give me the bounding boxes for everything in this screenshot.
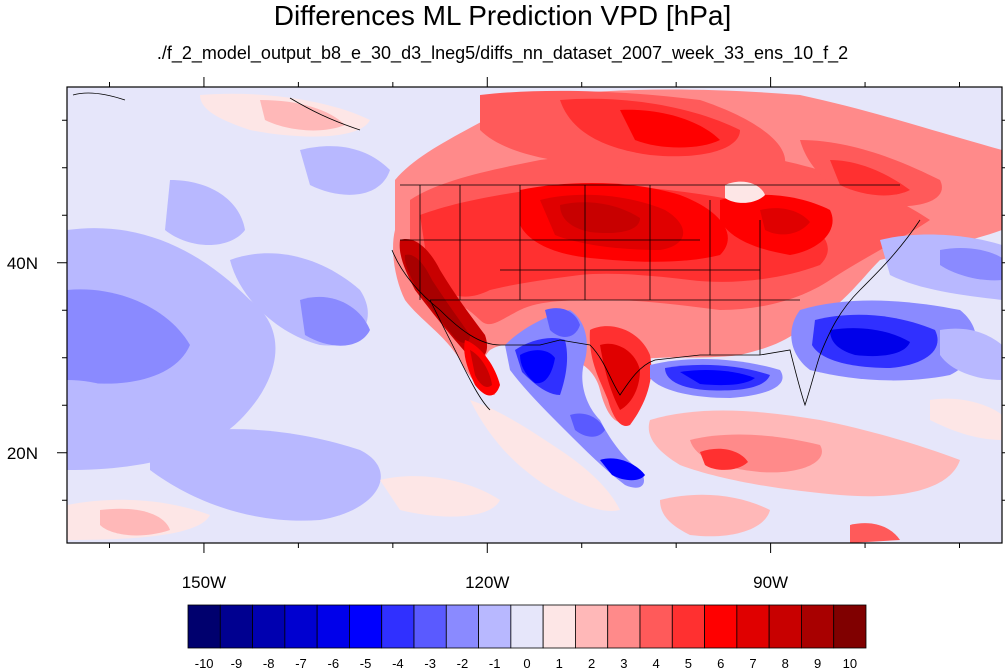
colorbar-swatch [478, 604, 512, 649]
colorbar-label: -5 [360, 656, 372, 671]
colorbar-label: -10 [195, 656, 214, 671]
colorbar-label: -4 [392, 656, 404, 671]
vpd-difference-field [67, 87, 1002, 543]
colorbar-swatch [510, 604, 544, 649]
map-tick-marks [57, 77, 1005, 553]
colorbar-label: -1 [489, 656, 501, 671]
colorbar-label: 9 [814, 656, 821, 671]
colorbar-swatch [187, 604, 221, 649]
colorbar-label: 3 [620, 656, 627, 671]
colorbar-swatch [252, 604, 286, 649]
colorbar-swatch [349, 604, 383, 649]
colorbar-label: 5 [685, 656, 692, 671]
colorbar-swatch [736, 604, 770, 649]
colorbar-swatch [768, 604, 802, 649]
colorbar-swatch [381, 604, 415, 649]
colorbar-label: -2 [457, 656, 469, 671]
colorbar-label: 1 [556, 656, 563, 671]
map-subtitle: ./f_2_model_output_b8_e_30_d3_lneg5/diff… [156, 43, 849, 63]
colorbar-swatch [671, 604, 705, 649]
map-title: Differences ML Prediction VPD [hPa] [273, 0, 732, 31]
colorbar-label: 7 [749, 656, 756, 671]
lat-tick-label: 40N [7, 254, 38, 273]
map-frame [66, 86, 1003, 544]
colorbar-swatch [542, 604, 576, 649]
colorbar-label: -3 [424, 656, 436, 671]
colorbar-swatch [219, 604, 253, 649]
colorbar-swatch [639, 604, 673, 649]
lon-tick-label: 150W [182, 573, 226, 592]
lon-tick-label: 90W [753, 573, 788, 592]
colorbar-swatch [445, 604, 479, 649]
lat-tick-label: 20N [7, 444, 38, 463]
colorbar-label: 8 [782, 656, 789, 671]
colorbar-label: 6 [717, 656, 724, 671]
colorbar-swatch [575, 604, 609, 649]
map-tick-labels: 150W 120W 90W 40N 20N [7, 254, 788, 592]
colorbar-label: 0 [523, 656, 530, 671]
colorbar-swatch [413, 604, 447, 649]
colorbar-swatch [801, 604, 835, 649]
colorbar-swatch [704, 604, 738, 649]
colorbar-swatch [284, 604, 318, 649]
colorbar-label: 4 [653, 656, 660, 671]
colorbar-label: 10 [843, 656, 857, 671]
colorbar-label: -6 [328, 656, 340, 671]
colorbar-label: -7 [295, 656, 307, 671]
colorbar-swatch [607, 604, 641, 649]
colorbar-swatch [833, 604, 867, 649]
colorbar-swatch [316, 604, 350, 649]
lon-tick-label: 120W [465, 573, 509, 592]
colorbar-label: 2 [588, 656, 595, 671]
colorbar: -10 -9 -8 -7 -6 -5 -4 -3 -2 -1 0 1 2 3 4 5 6 7 8 9 10 [187, 604, 867, 671]
colorbar-label: -9 [231, 656, 243, 671]
colorbar-label: -8 [263, 656, 275, 671]
